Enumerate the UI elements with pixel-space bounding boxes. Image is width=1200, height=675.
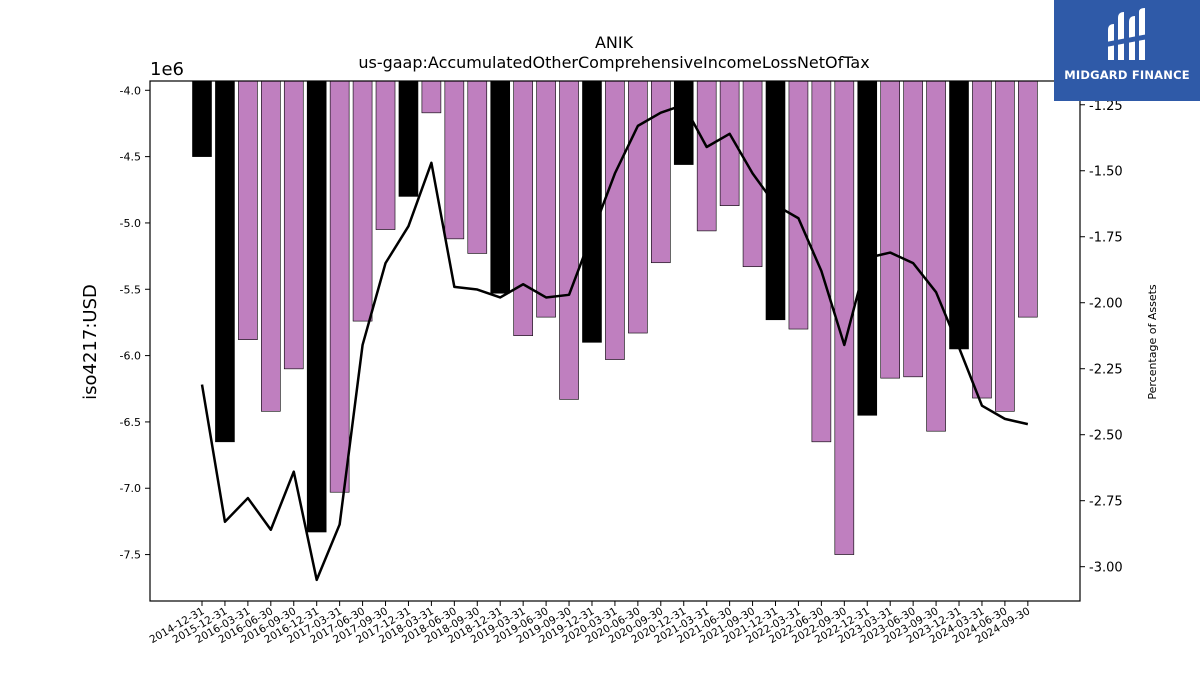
bar-2016-09-30 bbox=[283, 80, 304, 370]
line-group bbox=[200, 103, 1029, 582]
bar-2023-03-31 bbox=[880, 80, 901, 379]
bar-2018-12-31 bbox=[490, 80, 511, 294]
bar-2019-09-30 bbox=[559, 80, 579, 400]
y2-tick-label: -2.00 bbox=[1089, 297, 1123, 312]
bar-2024-06-30 bbox=[995, 80, 1015, 412]
bar-2018-09-30 bbox=[467, 80, 488, 254]
bar-2017-03-31 bbox=[329, 80, 350, 493]
midgard-logo-icon bbox=[1106, 8, 1148, 60]
bar-2017-09-30 bbox=[375, 80, 396, 230]
y2-tick-label: -2.50 bbox=[1089, 429, 1123, 444]
bar-2019-03-31 bbox=[513, 80, 533, 336]
chart-title: ANIK bbox=[595, 33, 634, 52]
y-tick-label: -6.5 bbox=[120, 416, 141, 429]
y-tick-label: -7.5 bbox=[120, 549, 141, 562]
bar-2019-06-30 bbox=[536, 80, 556, 318]
bar-2014-12-31 bbox=[192, 80, 212, 157]
bars-group bbox=[192, 80, 1038, 555]
y-tick-label: -5.0 bbox=[120, 217, 141, 230]
bar-2022-12-31 bbox=[857, 80, 878, 416]
bar-2020-09-30 bbox=[650, 80, 671, 264]
y-tick-label: -4.0 bbox=[120, 84, 141, 97]
y2-tick-label: -1.50 bbox=[1089, 165, 1123, 180]
bar-2017-06-30 bbox=[352, 80, 373, 322]
bar-2022-03-31 bbox=[788, 80, 809, 330]
bar-2019-12-31 bbox=[582, 80, 602, 343]
y2-tick-label: -1.25 bbox=[1089, 99, 1123, 114]
bar-2024-09-30 bbox=[1018, 80, 1038, 318]
y-tick-label: -6.0 bbox=[120, 350, 141, 363]
midgard-logo: MIDGARD FINANCE bbox=[1054, 0, 1200, 101]
bar-2017-12-31 bbox=[398, 80, 419, 197]
y2-tick-label: -3.00 bbox=[1089, 561, 1123, 576]
y-axis-label: iso4217:USD bbox=[80, 284, 101, 400]
axes-group: -4.0 -4.5 -5.0 -5.5 -6.0 -6.5 -7.0 -7.5 -1.25 -1.… bbox=[120, 80, 1123, 646]
bar-2016-03-31 bbox=[238, 80, 258, 340]
y-tick-label: -4.5 bbox=[120, 151, 141, 164]
y-offset-label: 1e6 bbox=[150, 59, 184, 80]
bar-2015-12-31 bbox=[215, 80, 235, 443]
bar-2021-03-31 bbox=[696, 80, 717, 232]
bar-2020-12-31 bbox=[673, 80, 694, 165]
bar-2021-12-31 bbox=[765, 80, 786, 321]
logo-text: MIDGARD FINANCE bbox=[1064, 68, 1190, 82]
y-tick-label: -5.5 bbox=[120, 283, 141, 296]
bar-2024-03-31 bbox=[972, 80, 992, 399]
y2-tick-label: -2.75 bbox=[1089, 495, 1123, 510]
y2-axis-label: Percentage of Assets bbox=[1146, 284, 1159, 400]
y2-tick-label: -1.75 bbox=[1089, 231, 1123, 246]
percentage-line bbox=[200, 103, 1029, 582]
bar-2018-03-31 bbox=[421, 80, 442, 114]
bar-2018-06-30 bbox=[444, 80, 465, 240]
bar-2016-12-31 bbox=[306, 80, 327, 533]
bar-2020-06-30 bbox=[628, 80, 648, 334]
bar-2023-09-30 bbox=[926, 80, 946, 432]
bar-2022-06-30 bbox=[811, 80, 832, 443]
chart-subtitle: us-gaap:AccumulatedOtherComprehensiveInc… bbox=[358, 53, 869, 72]
y-tick-label: -7.0 bbox=[120, 482, 141, 495]
bar-2016-06-30 bbox=[261, 80, 281, 412]
bar-2020-03-31 bbox=[605, 80, 625, 360]
bar-2023-12-31 bbox=[949, 80, 969, 350]
bar-2023-06-30 bbox=[903, 80, 923, 378]
y2-tick-label: -2.25 bbox=[1089, 363, 1123, 378]
